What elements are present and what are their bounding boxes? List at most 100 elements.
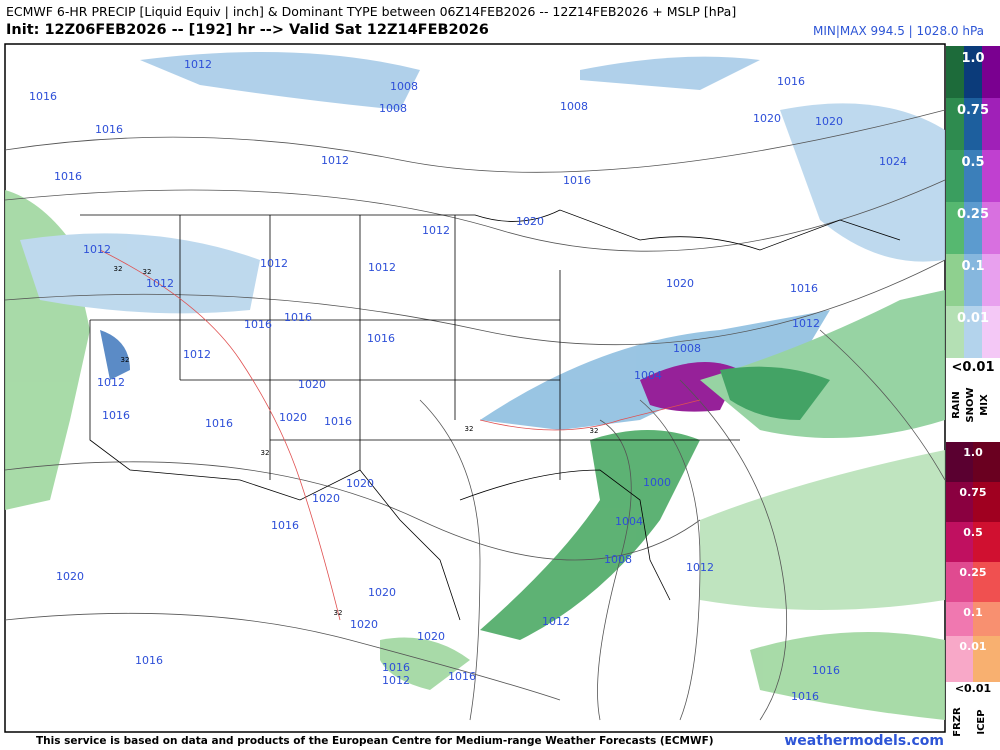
isobar-label: 1012 xyxy=(422,224,450,237)
legend-swatch xyxy=(964,150,982,202)
isobar-label: 1024 xyxy=(879,155,907,168)
precip-areas xyxy=(5,52,945,720)
isobar-label: 1016 xyxy=(563,174,591,187)
legend-level: 0.01 xyxy=(957,311,989,326)
legend-level: 1.0 xyxy=(963,446,983,459)
isobar-label: 1008 xyxy=(673,342,701,355)
legend-swatch xyxy=(946,636,973,682)
isobar-label: 1020 xyxy=(516,215,544,228)
isobar-label: 1016 xyxy=(29,90,57,103)
isobar-label: 1000 xyxy=(643,476,671,489)
isobar-label: 1008 xyxy=(379,102,407,115)
isobar-label: 1012 xyxy=(184,58,212,71)
isobar-label: 1016 xyxy=(95,123,123,136)
freezing-label: 32 xyxy=(334,609,343,617)
isobars xyxy=(4,109,946,721)
isobar-label: 1008 xyxy=(390,80,418,93)
freezing-label: 32 xyxy=(261,449,270,457)
legend-swatch xyxy=(946,602,973,636)
isobar-label: 1012 xyxy=(542,615,570,628)
legend-level: 0.5 xyxy=(963,526,983,539)
freezing-label: 32 xyxy=(121,356,130,364)
legend-swatch xyxy=(982,202,1000,254)
legend-swatch xyxy=(946,46,964,98)
isobar-label: 1020 xyxy=(753,112,781,125)
legend-swatch xyxy=(964,46,982,98)
legend-swatch xyxy=(982,254,1000,306)
legend: 1.0 0.75 0.5 0.25 0.1 0.01 <0.01 RAIN SNOW MIX 1.0… xyxy=(946,44,1000,737)
isobar-label: 1012 xyxy=(368,261,396,274)
legend-swatch xyxy=(946,482,973,522)
isobar-label: 1016 xyxy=(135,654,163,667)
isobar-label: 1016 xyxy=(244,318,272,331)
legend-swatch xyxy=(964,306,982,358)
isobar-label: 1012 xyxy=(183,348,211,361)
isobar-label: 1016 xyxy=(271,519,299,532)
legend-level: 0.75 xyxy=(959,486,986,499)
freezing-label: 32 xyxy=(465,425,474,433)
legend-swatch xyxy=(946,522,973,562)
isobar-label: 1020 xyxy=(279,411,307,424)
legend-level: 0.5 xyxy=(961,155,984,170)
isobar-label: 1020 xyxy=(666,277,694,290)
legend-swatch xyxy=(973,602,1000,636)
legend-swatch xyxy=(946,442,973,482)
isobar-label: 1008 xyxy=(604,553,632,566)
title: ECMWF 6-HR PRECIP [Liquid Equiv | inch] … xyxy=(6,4,737,19)
isobar-label: 1012 xyxy=(382,674,410,687)
legend-swatch xyxy=(946,150,964,202)
freezing-label: 32 xyxy=(590,427,599,435)
freezing-label: 32 xyxy=(114,265,123,273)
legend-level: 0.75 xyxy=(957,103,989,118)
legend-below: <0.01 xyxy=(952,360,995,375)
legend-swatch xyxy=(982,150,1000,202)
site-link[interactable]: weathermodels.com xyxy=(784,733,944,749)
legend-swatch xyxy=(973,636,1000,682)
isobar-label: 1016 xyxy=(812,664,840,677)
isobar-label: 1004 xyxy=(634,369,662,382)
legend-level: 0.1 xyxy=(961,259,984,274)
legend-swatch xyxy=(964,98,982,150)
legend-swatch xyxy=(946,562,973,602)
legend-swatch xyxy=(973,442,1000,482)
legend-level: 0.25 xyxy=(957,207,989,222)
init-line: Init: 12Z06FEB2026 -- [192] hr --> Valid… xyxy=(6,22,489,38)
legend-swatch xyxy=(964,254,982,306)
isobar-label: 1012 xyxy=(321,154,349,167)
legend-level: 1.0 xyxy=(961,51,984,66)
isobar-label: 1012 xyxy=(146,277,174,290)
legend-swatch xyxy=(946,254,964,306)
isobar-label: 1016 xyxy=(54,170,82,183)
isobar-label: 1012 xyxy=(260,257,288,270)
isobar-label: 1016 xyxy=(205,417,233,430)
legend-swatch xyxy=(973,522,1000,562)
legend-swatch xyxy=(973,482,1000,522)
legend-swatch xyxy=(946,306,964,358)
isobar-label: 1008 xyxy=(560,100,588,113)
legend-level: 0.01 xyxy=(959,640,986,653)
isobar-label: 1020 xyxy=(368,586,396,599)
legend-swatch xyxy=(946,202,964,254)
isobar-label: 1016 xyxy=(367,332,395,345)
isobar-label: 1016 xyxy=(102,409,130,422)
isobar-label: 1020 xyxy=(346,477,374,490)
isobar-label: 1016 xyxy=(284,311,312,324)
isobar-label: 1012 xyxy=(97,376,125,389)
legend-swatch xyxy=(982,46,1000,98)
min-max: MIN|MAX 994.5 | 1028.0 hPa xyxy=(813,24,984,38)
isobar-label: 1016 xyxy=(448,670,476,683)
legend-type: SNOW xyxy=(965,387,976,422)
legend-type: MIX xyxy=(979,394,990,416)
freezing-label: 32 xyxy=(143,268,152,276)
legend-type: RAIN xyxy=(951,391,962,419)
legend-swatch xyxy=(973,562,1000,602)
isobar-label: 1016 xyxy=(324,415,352,428)
isobar-label: 1016 xyxy=(777,75,805,88)
legend-type: ICEP xyxy=(976,709,987,734)
legend-swatch xyxy=(964,202,982,254)
borders xyxy=(80,209,901,621)
isobar-label: 1020 xyxy=(350,618,378,631)
isobar-label: 1004 xyxy=(615,515,643,528)
